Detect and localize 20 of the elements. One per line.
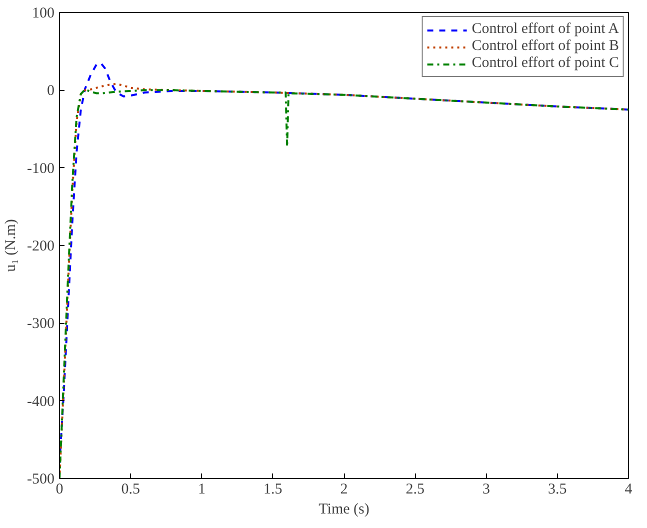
x-tick-label: 3	[482, 482, 490, 498]
x-tick-label: 0.5	[121, 482, 140, 498]
y-tick-label: -200	[27, 238, 55, 254]
y-tick-label: 100	[32, 6, 54, 22]
x-tick-label: 2	[340, 482, 348, 498]
x-tick-label: 1.5	[264, 482, 282, 498]
y-tick-label: 0	[47, 83, 54, 100]
x-tick-label: 3.5	[548, 482, 567, 498]
legend-label: Control effort of point C	[472, 55, 619, 72]
y-tick-label: -300	[27, 316, 55, 332]
y-tick-label: -100	[27, 160, 55, 177]
x-tick-label: 4	[624, 482, 633, 498]
x-tick-label: 2.5	[406, 482, 424, 498]
y-tick-label: -400	[27, 394, 55, 410]
y-tick-label: -500	[27, 472, 55, 488]
x-axis-title: Time (s)	[318, 502, 370, 518]
y-axis-title: u₁ (N.m)	[3, 219, 20, 272]
legend-label: Control effort of point A	[472, 21, 619, 38]
legend-label: Control effort of point B	[472, 38, 619, 55]
x-tick-label: 1	[198, 482, 206, 498]
